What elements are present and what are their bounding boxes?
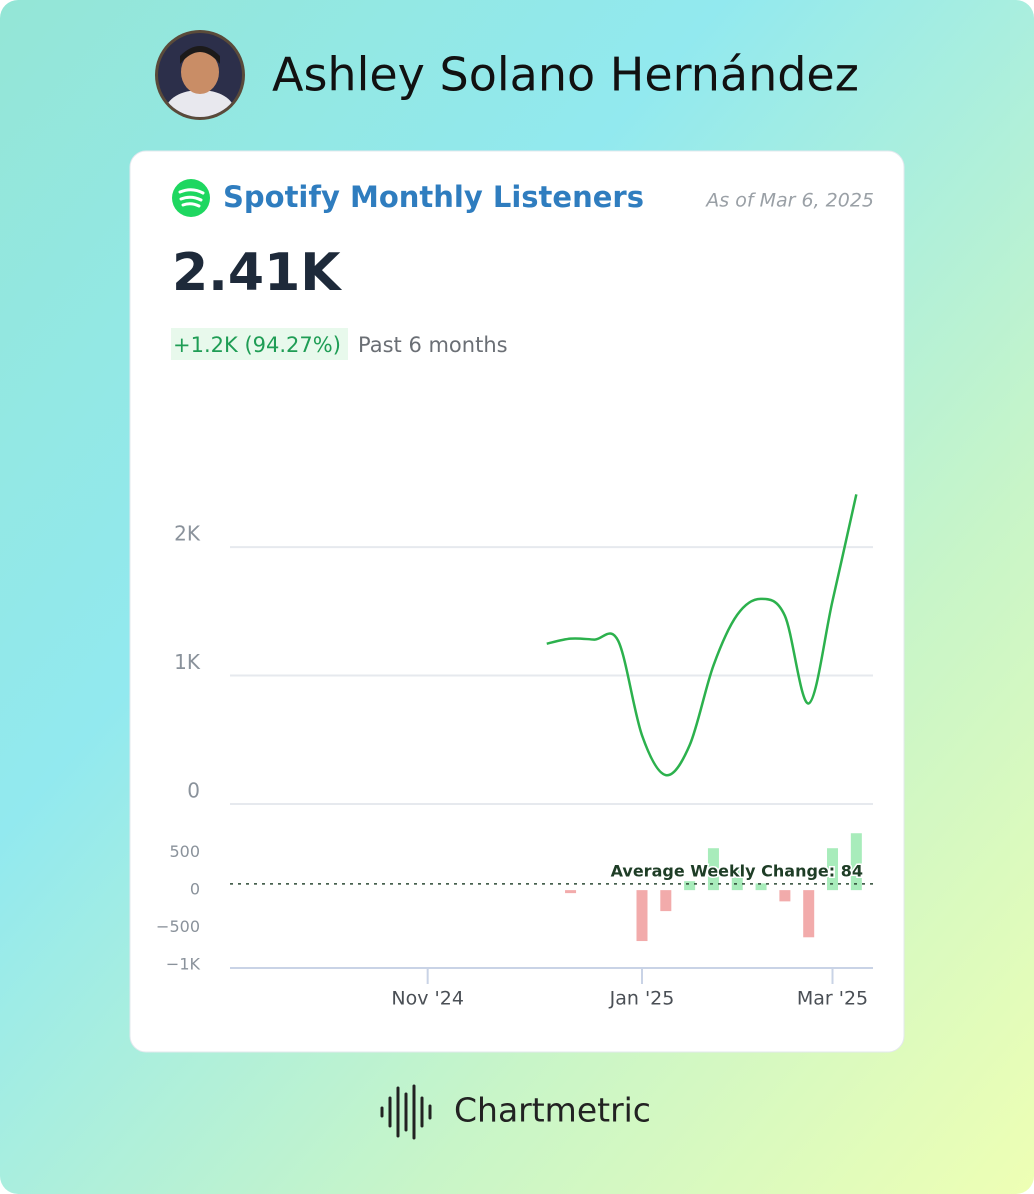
brand: Chartmetric: [454, 1091, 651, 1130]
y-tick-label: 1K: [174, 650, 201, 674]
bar: [660, 890, 672, 912]
card-title: Spotify Monthly Listeners: [223, 180, 644, 214]
y-tick-label: −500: [156, 917, 200, 936]
bar: [565, 890, 577, 894]
x-tick-label: Mar '25: [797, 988, 868, 1010]
y-tick-label: 0: [187, 779, 200, 803]
change-badge: [171, 328, 348, 360]
period: Past 6 months: [358, 333, 508, 357]
bar: [803, 890, 815, 938]
average-label: Average Weekly Change: 84: [611, 861, 863, 880]
y-tick-label: 2K: [174, 522, 201, 546]
current-value: 2.41K: [172, 243, 342, 303]
as-of-date: As of Mar 6, 2025: [704, 190, 874, 212]
card: [129, 150, 905, 1053]
x-tick-label: Nov '24: [391, 988, 464, 1010]
bar: [850, 833, 862, 891]
y-tick-label: 500: [169, 842, 200, 861]
x-tick-label: Jan '25: [609, 988, 675, 1010]
bar: [779, 890, 791, 902]
artist-name: Ashley Solano Hernández: [272, 48, 859, 102]
bar: [731, 869, 743, 891]
chartmetric-logo: [380, 1084, 432, 1140]
spotify-icon: [172, 179, 210, 217]
change: +1.2K (94.27%): [173, 333, 341, 357]
y-tick-label: −1K: [166, 955, 201, 974]
bar: [636, 890, 648, 942]
line-series: [546, 494, 858, 777]
avatar: [155, 30, 245, 120]
bar: [684, 881, 696, 891]
bar: [827, 848, 839, 891]
bar: [755, 883, 767, 891]
y-tick-label: 0: [190, 880, 200, 899]
bar: [707, 848, 719, 891]
